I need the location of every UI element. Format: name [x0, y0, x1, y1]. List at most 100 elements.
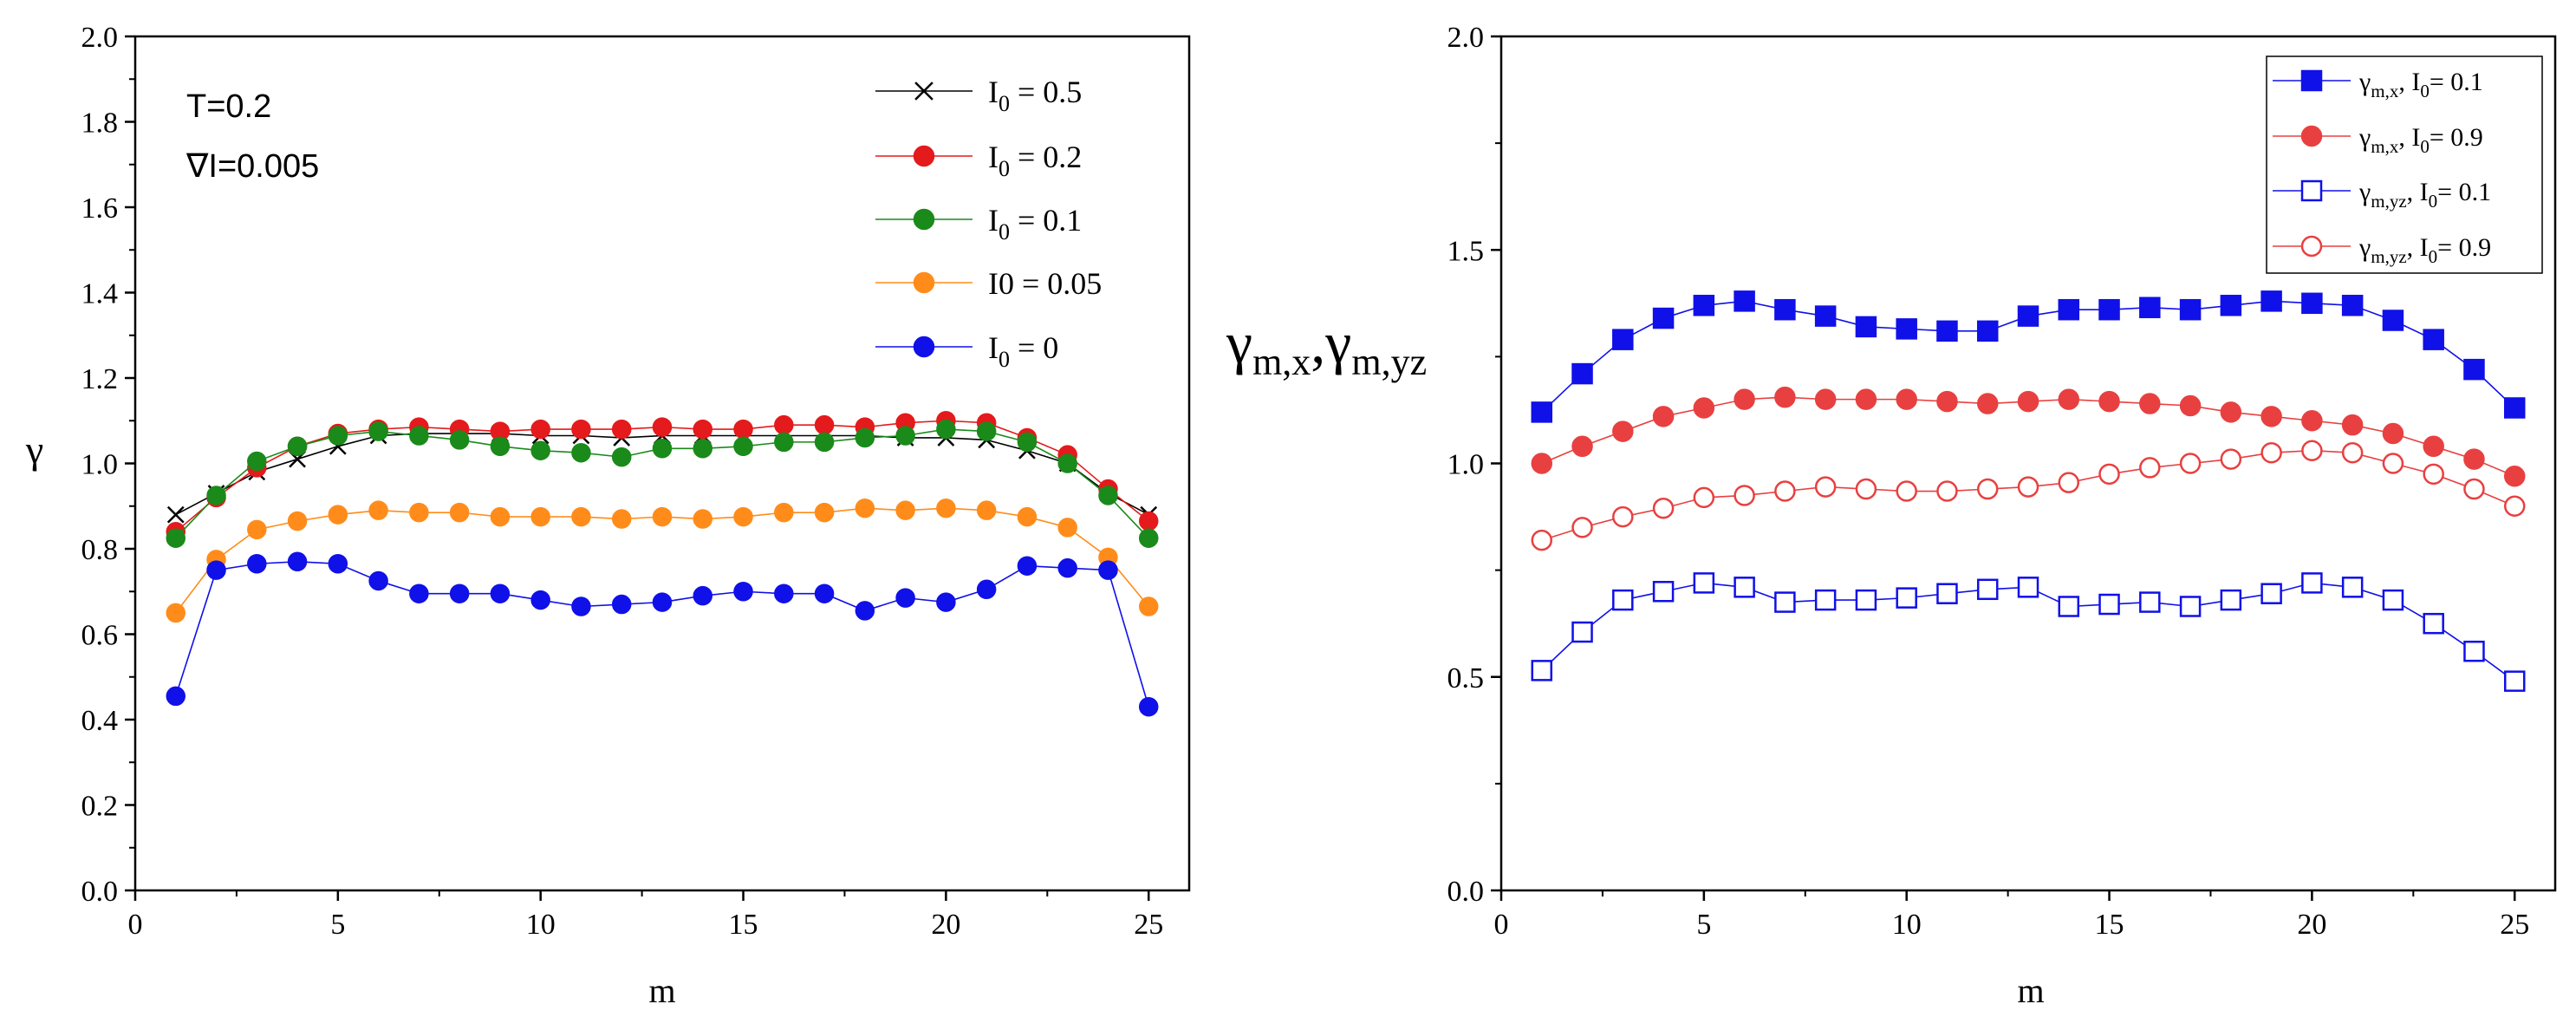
- legend-label: γm,yz, I0= 0.9: [2358, 233, 2491, 267]
- legend-marker: [2300, 179, 2323, 202]
- right-data-point: [2341, 441, 2364, 464]
- right-series-2: [1531, 572, 2526, 692]
- right-y-tick-label: 0.5: [1447, 662, 1485, 694]
- left-data-point: [693, 419, 713, 440]
- right-series-0: [1531, 290, 2526, 423]
- right-data-point: [1774, 480, 1796, 502]
- left-y-tick-label: 1.2: [81, 363, 119, 395]
- right-data-point: [1612, 420, 1634, 442]
- right-data-point: [1571, 435, 1593, 458]
- left-data-point: [1017, 432, 1038, 453]
- right-data-point: [1855, 316, 1877, 338]
- right-data-point: [2382, 589, 2404, 611]
- left-y-tick-label: 0.0: [81, 876, 119, 908]
- right-data-point: [2382, 422, 2404, 445]
- right-data-point: [1896, 388, 1917, 410]
- right-data-point: [2382, 453, 2404, 474]
- right-data-point: [2179, 453, 2202, 474]
- right-data-point: [2058, 596, 2080, 617]
- right-data-point: [1855, 478, 1877, 500]
- right-data-point: [2017, 577, 2039, 598]
- left-x-axis-label: m: [648, 971, 675, 1010]
- left-chart: 0 5 10 15 20 25 0.0 0.2 0.4 0.6 0.8 1.0 1.2 1.4 1.6 1.8…: [25, 22, 1191, 1010]
- right-data-point: [2098, 390, 2120, 413]
- left-data-point: [855, 498, 875, 518]
- ylabel-sep: ,: [1311, 310, 1325, 375]
- left-data-point: [328, 553, 348, 574]
- right-data-point: [1896, 318, 1917, 340]
- left-data-point: [287, 436, 308, 457]
- ylabel-gamma-1: γ: [1226, 310, 1252, 375]
- left-data-point: [328, 426, 348, 446]
- legend-marker: [2300, 235, 2323, 258]
- right-data-point: [2382, 310, 2404, 331]
- left-x-tick-label: 0: [128, 909, 143, 941]
- left-data-point: [774, 432, 794, 453]
- left-data-point: [490, 583, 511, 603]
- right-data-point: [1571, 362, 1593, 385]
- right-data-point: [1693, 486, 1715, 509]
- left-data-point: [693, 585, 713, 606]
- right-y-tick-label: 1.0: [1447, 449, 1485, 481]
- left-y-tick-label: 0.4: [81, 705, 119, 737]
- right-data-point: [2261, 290, 2282, 312]
- right-data-point: [2261, 583, 2282, 604]
- legend-label: γm,x, I0= 0.1: [2358, 68, 2483, 101]
- right-data-point: [2503, 466, 2526, 487]
- right-data-point: [1612, 505, 1634, 528]
- right-y-axis-label: γm,x,γm,yz: [1226, 310, 1427, 383]
- right-data-point: [2463, 478, 2485, 500]
- legend-label: I0 = 0.1: [988, 203, 1082, 244]
- left-data-point: [1057, 518, 1077, 538]
- left-data-point: [449, 430, 470, 450]
- left-data-point: [409, 502, 429, 523]
- left-data-point: [895, 426, 915, 446]
- right-data-point: [1531, 529, 1553, 551]
- right-data-point: [2179, 394, 2202, 417]
- left-data-point: [449, 502, 470, 523]
- left-y-tick-label: 1.0: [81, 449, 119, 481]
- right-data-point: [1531, 660, 1553, 681]
- left-data-point: [895, 588, 915, 608]
- ylabel-sub-1: m,x: [1252, 341, 1311, 383]
- right-data-point: [1774, 386, 1796, 408]
- right-data-point: [1734, 577, 1755, 598]
- left-series-4: [166, 551, 1159, 717]
- left-data-point: [1138, 596, 1159, 616]
- left-data-point: [1017, 506, 1038, 527]
- right-x-tick-label: 0: [1494, 909, 1509, 941]
- right-data-point: [2098, 593, 2120, 616]
- left-y-tick-label: 0.8: [81, 534, 119, 566]
- left-data-point: [166, 686, 186, 707]
- right-data-point: [1814, 388, 1837, 410]
- right-data-point: [1652, 581, 1675, 603]
- right-data-point: [2503, 495, 2526, 517]
- right-data-point: [2220, 589, 2242, 611]
- left-data-point: [652, 417, 673, 437]
- left-x-tick-label: 10: [526, 909, 556, 941]
- right-data-point: [1936, 320, 1958, 342]
- left-data-point: [693, 509, 713, 529]
- right-data-point: [1855, 388, 1877, 410]
- left-data-point: [895, 500, 915, 520]
- right-data-point: [1814, 476, 1837, 498]
- right-chart: 0 5 10 15 20 250.00.51.01.52.0 m γm,x,γm,yz γ…: [1226, 22, 2557, 1010]
- right-y-tick-label: 1.5: [1447, 235, 1485, 267]
- right-data-point: [2463, 448, 2485, 470]
- right-y-tick-label: 0.0: [1447, 876, 1485, 908]
- right-data-point: [1976, 320, 1999, 342]
- right-data-point: [2341, 414, 2364, 436]
- left-data-point: [166, 603, 186, 623]
- right-data-point: [2503, 397, 2526, 419]
- left-data-point: [774, 502, 794, 523]
- legend-label: I0 = 0.2: [988, 140, 1082, 181]
- legend-marker: [2300, 125, 2323, 147]
- right-data-point: [1734, 388, 1755, 410]
- left-data-point: [814, 414, 835, 435]
- right-data-point: [2503, 670, 2526, 692]
- right-data-point: [2301, 292, 2323, 315]
- right-data-point: [1652, 406, 1675, 427]
- right-data-point: [1936, 390, 1958, 413]
- left-data-point: [652, 592, 673, 612]
